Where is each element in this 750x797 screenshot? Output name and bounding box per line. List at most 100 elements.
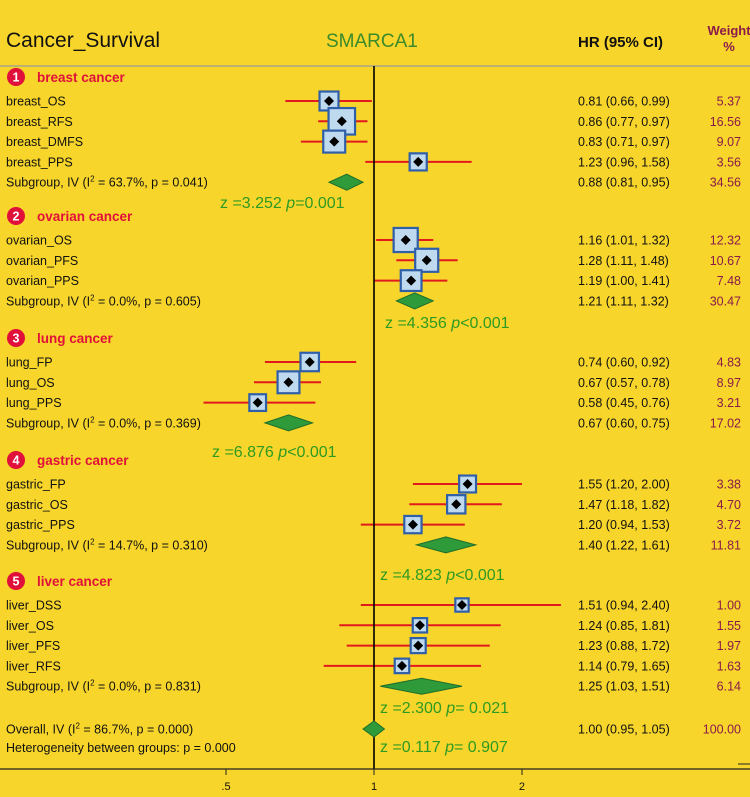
group-number: 5 <box>13 575 20 589</box>
marks-layer <box>7 68 478 738</box>
point-estimate-marker <box>462 479 473 489</box>
subgroup-label: Subgroup, IV (I2 = 0.0%, p = 0.369) <box>6 415 201 430</box>
point-estimate-marker <box>414 620 425 631</box>
group-number: 1 <box>13 71 20 85</box>
overall-label: Overall, IV (I2 = 86.7%, p = 0.000) <box>6 722 193 737</box>
study-label: liver_PFS <box>6 639 60 653</box>
point-estimate-marker <box>413 640 424 651</box>
study-weight-box <box>392 226 419 254</box>
study-hr-ci: 0.83 (0.71, 0.97) <box>578 135 670 149</box>
study-hr-ci: 1.23 (0.88, 1.72) <box>578 639 670 653</box>
study-hr-ci: 0.86 (0.77, 0.97) <box>578 115 670 129</box>
point-estimate-marker <box>336 116 347 127</box>
subgroup-weight: 17.02 <box>710 416 741 430</box>
study-hr-ci: 0.81 (0.66, 0.99) <box>578 95 670 109</box>
study-label: gastric_OS <box>6 498 68 512</box>
study-weight: 16.56 <box>710 115 741 129</box>
study-weight: 1.63 <box>717 659 741 673</box>
study-weight: 3.38 <box>717 478 741 492</box>
subgroup-weight: 34.56 <box>710 176 741 190</box>
group-number-badge <box>7 207 25 225</box>
study-weight: 3.72 <box>717 518 741 532</box>
subgroup-z-test: z =4.823 p<0.001 <box>380 567 505 584</box>
point-estimate-marker <box>406 275 417 286</box>
group-title: lung cancer <box>37 331 114 346</box>
study-label: ovarian_PFS <box>6 254 78 268</box>
subgroup-z-test: z =3.252 p=0.001 <box>220 195 345 212</box>
subgroup-z-test: z =4.356 p<0.001 <box>385 315 510 332</box>
subgroup-z-test: z =2.300 p= 0.021 <box>380 700 509 717</box>
subgroup-label: Subgroup, IV (I2 = 0.0%, p = 0.605) <box>6 293 201 308</box>
study-label: ovarian_PPS <box>6 274 79 288</box>
point-estimate-marker <box>400 235 411 245</box>
subgroup-weight: 6.14 <box>717 680 741 694</box>
overall-hr-ci: 1.00 (0.95, 1.05) <box>578 723 670 737</box>
text-layer: 1 breast cancer breast_OS 0.81 (0.66, 0.99)… <box>6 70 741 756</box>
overall-diamond <box>362 720 386 738</box>
study-hr-ci: 1.19 (1.00, 1.41) <box>578 274 670 288</box>
group-number-badge <box>7 68 25 86</box>
point-estimate-marker <box>413 156 424 167</box>
study-weight: 1.00 <box>717 599 741 613</box>
study-weight: 7.48 <box>717 274 741 288</box>
study-hr-ci: 0.74 (0.60, 0.92) <box>578 356 670 370</box>
subgroup-z-test: z =6.876 p<0.001 <box>212 444 337 461</box>
subgroup-hr-ci: 0.67 (0.60, 0.75) <box>578 416 670 430</box>
point-estimate-marker <box>304 357 315 367</box>
study-label: ovarian_OS <box>6 234 72 248</box>
group-title: breast cancer <box>37 70 126 85</box>
x-axis: .5 1 2 <box>221 769 525 793</box>
study-label: liver_RFS <box>6 659 61 673</box>
point-estimate-marker <box>407 519 418 530</box>
study-label: liver_OS <box>6 619 54 633</box>
study-hr-ci: 1.20 (0.94, 1.53) <box>578 518 670 532</box>
study-weight: 3.21 <box>717 396 741 410</box>
study-hr-ci: 1.14 (0.79, 1.65) <box>578 659 670 673</box>
subgroup-diamond <box>380 677 463 695</box>
group-title: gastric cancer <box>37 453 129 468</box>
point-estimate-marker <box>329 136 340 147</box>
study-hr-ci: 1.24 (0.85, 1.81) <box>578 619 670 633</box>
study-hr-ci: 1.47 (1.18, 1.82) <box>578 498 670 512</box>
group-number-badge <box>7 572 25 590</box>
study-weight: 8.97 <box>717 376 741 390</box>
study-weight: 9.07 <box>717 135 741 149</box>
subgroup-label: Subgroup, IV (I2 = 63.7%, p = 0.041) <box>6 175 208 190</box>
overall-z-test: z =0.117 p= 0.907 <box>380 739 508 756</box>
gene-name: SMARCA1 <box>326 31 418 52</box>
subgroup-weight: 11.81 <box>711 538 741 552</box>
study-weight: 1.55 <box>717 619 741 633</box>
group-title: liver cancer <box>37 574 113 589</box>
study-label: breast_OS <box>6 95 66 109</box>
subgroup-weight: 30.47 <box>710 294 741 308</box>
study-label: liver_DSS <box>6 599 62 613</box>
overall-weight: 100.00 <box>703 723 741 737</box>
study-hr-ci: 1.28 (1.11, 1.48) <box>578 254 669 268</box>
study-hr-ci: 1.55 (1.20, 2.00) <box>578 478 670 492</box>
study-hr-ci: 1.51 (0.94, 2.40) <box>578 599 670 613</box>
study-weight: 12.32 <box>710 234 741 248</box>
subgroup-hr-ci: 1.40 (1.22, 1.61) <box>578 538 670 552</box>
study-label: lung_OS <box>6 376 55 390</box>
study-label: lung_FP <box>6 356 53 370</box>
group-number: 2 <box>13 210 20 224</box>
point-estimate-marker <box>421 255 432 266</box>
study-label: lung_PPS <box>6 396 62 410</box>
subgroup-hr-ci: 0.88 (0.81, 0.95) <box>578 176 670 190</box>
study-hr-ci: 1.16 (1.01, 1.32) <box>578 234 670 248</box>
point-estimate-marker <box>283 377 294 388</box>
heterogeneity-text: Heterogeneity between groups: p = 0.000 <box>6 741 236 755</box>
group-number-badge <box>7 451 25 469</box>
study-label: breast_DMFS <box>6 135 83 149</box>
x-axis-tick-label: .5 <box>221 781 230 793</box>
study-hr-ci: 0.67 (0.57, 0.78) <box>578 376 670 390</box>
point-estimate-marker <box>324 96 335 106</box>
study-weight: 3.56 <box>717 155 741 169</box>
subgroup-hr-ci: 1.21 (1.11, 1.32) <box>578 294 669 308</box>
x-axis-tick-label: 2 <box>519 781 525 793</box>
group-number: 4 <box>13 454 20 468</box>
weight-column-header: Weight <box>707 23 750 38</box>
study-weight: 10.67 <box>710 254 741 268</box>
